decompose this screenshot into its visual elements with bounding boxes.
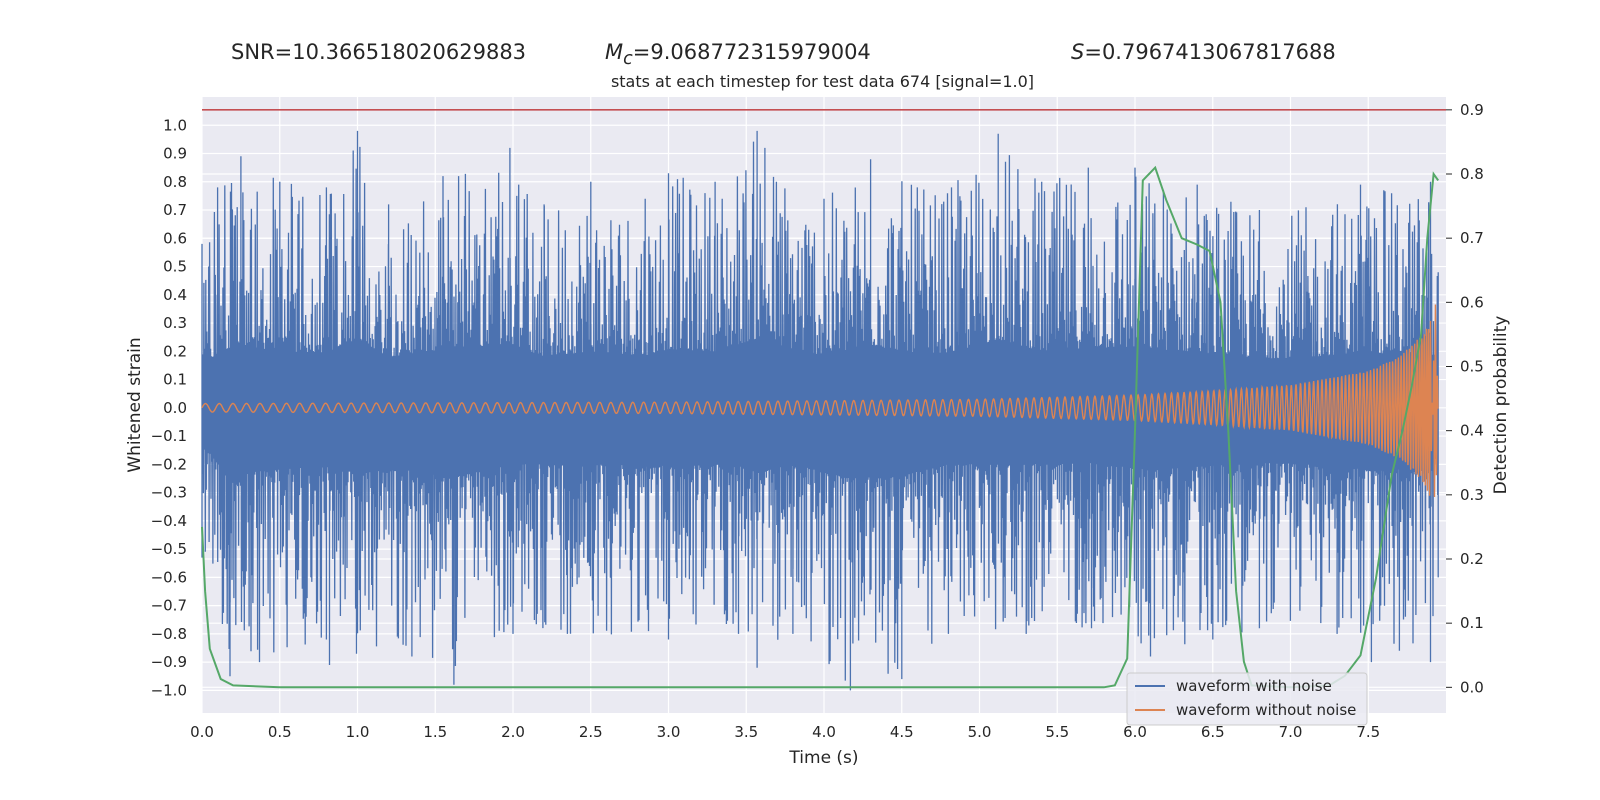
legend-label-noise: waveform with noise xyxy=(1176,677,1332,695)
chirp-mass-subscript: c xyxy=(623,49,633,70)
y-axis-label: Whitened strain xyxy=(125,337,145,472)
y-tick-label: 0.9 xyxy=(163,145,187,163)
x-tick-label: 4.0 xyxy=(812,723,836,741)
y-tick-label: 0.7 xyxy=(163,201,187,219)
s-stat: S=0.7967413067817688 xyxy=(1071,40,1336,64)
x-tick-label: 6.5 xyxy=(1201,723,1225,741)
y-tick-label: −0.5 xyxy=(151,540,187,558)
x-tick-label: 2.0 xyxy=(501,723,525,741)
y-tick-label: −0.4 xyxy=(151,512,187,530)
x-tick-label: 7.0 xyxy=(1279,723,1303,741)
legend-box xyxy=(1126,672,1368,726)
x-tick-label: 3.0 xyxy=(657,723,681,741)
series-waveform-without-noise xyxy=(201,304,1439,498)
y2-tick-label: 0.4 xyxy=(1460,422,1484,440)
axes: 0.0 0.5 1.0 1.5 2.0 2.5 3.0 3.5 4.0 4.5 5.0 5.5 6.0 6… xyxy=(151,101,1484,741)
legend-label-clean: waveform without noise xyxy=(1176,701,1356,719)
y2-tick-label: 0.2 xyxy=(1460,550,1484,568)
y-tick-label: −0.6 xyxy=(151,568,187,586)
x-axis-label: Time (s) xyxy=(788,748,858,768)
chirp-mass-value: =9.068772315979004 xyxy=(632,40,871,64)
s-symbol: S xyxy=(1071,40,1085,64)
series-waveform-with-noise xyxy=(201,130,1439,691)
y-tick-label: 0.6 xyxy=(163,229,187,247)
y-tick-label: 0.2 xyxy=(163,342,187,360)
series-detection-probability xyxy=(201,165,1440,689)
x-tick-label: 6.0 xyxy=(1123,723,1147,741)
y-tick-label: 0.1 xyxy=(163,371,187,389)
y2-axis-label: Detection probability xyxy=(1491,316,1511,495)
x-tick-label: 5.5 xyxy=(1045,723,1069,741)
y-tick-label: −1.0 xyxy=(151,681,187,699)
y2-tick-label: 0.5 xyxy=(1460,358,1484,376)
series-layer xyxy=(201,109,1446,691)
y-tick-label: 1.0 xyxy=(163,116,187,134)
snr-stat: SNR=10.366518020629883 xyxy=(231,40,527,64)
x-tick-label: 4.5 xyxy=(890,723,914,741)
x-tick-label: 2.5 xyxy=(579,723,603,741)
y2-tick-label: 0.1 xyxy=(1460,614,1484,632)
y-tick-label: −0.7 xyxy=(151,597,187,615)
s-value: =0.7967413067817688 xyxy=(1084,40,1336,64)
y2-tick-label: 0.6 xyxy=(1460,293,1484,311)
x-tick-label: 7.5 xyxy=(1356,723,1380,741)
x-tick-label: 0.0 xyxy=(190,723,214,741)
chirp-mass-symbol: M xyxy=(605,40,624,64)
x-tick-label: 1.5 xyxy=(423,723,447,741)
x-tick-label: 1.0 xyxy=(346,723,370,741)
y-tick-label: −0.9 xyxy=(151,653,187,671)
y-tick-label: −0.8 xyxy=(151,625,187,643)
x-tick-label: 0.5 xyxy=(268,723,292,741)
legend: waveform with noise waveform without noi… xyxy=(1126,672,1368,726)
y2-tick-label: 0.7 xyxy=(1460,229,1484,247)
x-tick-label: 3.5 xyxy=(734,723,758,741)
y2-tick-label: 0.3 xyxy=(1460,486,1484,504)
x-tick-label: 5.0 xyxy=(968,723,992,741)
y-tick-label: 0.0 xyxy=(163,399,187,417)
chirp-mass-stat: Mc=9.068772315979004 xyxy=(605,40,871,69)
y-tick-label: 0.8 xyxy=(163,173,187,191)
y2-tick-label: 0.8 xyxy=(1460,165,1484,183)
y-tick-label: 0.5 xyxy=(163,258,187,276)
y-tick-label: 0.3 xyxy=(163,314,187,332)
y-tick-label: −0.1 xyxy=(151,427,187,445)
y-tick-label: 0.4 xyxy=(163,286,187,304)
y2-tick-label: 0.0 xyxy=(1460,678,1484,696)
y-tick-label: −0.2 xyxy=(151,455,187,473)
y-tick-label: −0.3 xyxy=(151,484,187,502)
y2-tick-label: 0.9 xyxy=(1460,101,1484,119)
chart-title: stats at each timestep for test data 674… xyxy=(610,72,1035,91)
